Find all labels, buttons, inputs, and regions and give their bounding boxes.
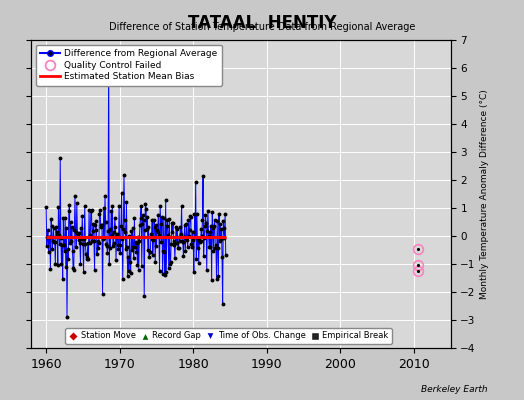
Text: Difference of Station Temperature Data from Regional Average: Difference of Station Temperature Data f… — [109, 22, 415, 32]
Text: Berkeley Earth: Berkeley Earth — [421, 385, 487, 394]
Legend: Station Move, Record Gap, Time of Obs. Change, Empirical Break: Station Move, Record Gap, Time of Obs. C… — [65, 328, 392, 344]
Y-axis label: Monthly Temperature Anomaly Difference (°C): Monthly Temperature Anomaly Difference (… — [480, 89, 489, 299]
Text: TATAAL  HENTIY: TATAAL HENTIY — [188, 14, 336, 32]
